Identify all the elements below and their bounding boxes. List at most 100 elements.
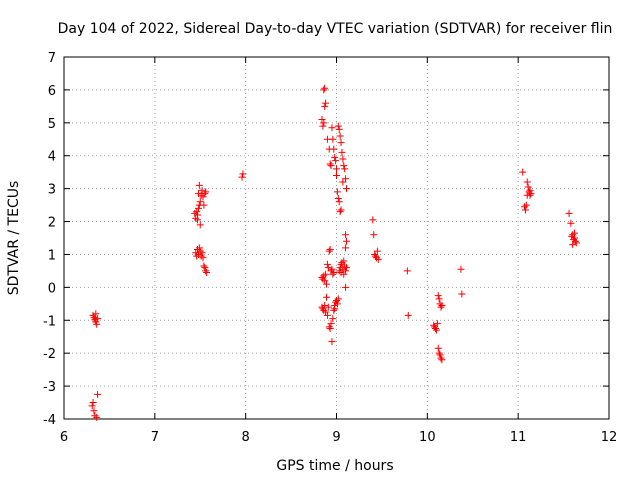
data-point bbox=[320, 86, 328, 94]
data-point bbox=[432, 326, 440, 334]
data-point bbox=[332, 157, 340, 165]
grid bbox=[64, 57, 609, 419]
data-point bbox=[194, 204, 202, 212]
data-point bbox=[203, 269, 211, 277]
data-point bbox=[374, 255, 382, 263]
data-point bbox=[196, 221, 204, 229]
data-point bbox=[565, 209, 573, 217]
y-tick-label: 5 bbox=[48, 117, 56, 132]
data-point bbox=[337, 139, 345, 147]
y-tick-label: 3 bbox=[48, 183, 56, 198]
data-point bbox=[435, 349, 443, 357]
data-point bbox=[321, 277, 329, 285]
data-point bbox=[200, 201, 208, 209]
data-point bbox=[194, 216, 202, 224]
data-point bbox=[323, 293, 331, 301]
data-point bbox=[198, 249, 206, 257]
data-point bbox=[524, 183, 532, 191]
data-point bbox=[430, 321, 438, 329]
data-point bbox=[458, 290, 466, 298]
data-point bbox=[341, 165, 349, 173]
data-point bbox=[200, 262, 208, 270]
chart-title: Day 104 of 2022, Sidereal Day-to-day VTE… bbox=[58, 21, 613, 37]
data-point bbox=[195, 181, 203, 189]
data-point bbox=[327, 320, 335, 328]
data-point bbox=[404, 311, 412, 319]
data-point bbox=[318, 116, 326, 124]
data-point bbox=[329, 315, 337, 323]
x-tick-label: 8 bbox=[242, 430, 250, 445]
data-point bbox=[321, 84, 329, 92]
data-point bbox=[326, 160, 334, 168]
data-point bbox=[369, 216, 377, 224]
data-point bbox=[438, 301, 446, 309]
data-point bbox=[88, 402, 96, 410]
data-point bbox=[342, 231, 350, 239]
data-point bbox=[324, 303, 332, 311]
y-tick-label: 4 bbox=[48, 150, 56, 165]
data-point bbox=[434, 344, 442, 352]
data-point bbox=[328, 265, 336, 273]
data-point bbox=[338, 148, 346, 156]
data-point bbox=[340, 162, 348, 170]
data-point bbox=[335, 267, 343, 275]
data-point bbox=[436, 300, 444, 308]
data-point bbox=[94, 390, 102, 398]
data-point bbox=[330, 145, 338, 153]
data-point bbox=[196, 247, 204, 255]
y-tick-label: -4 bbox=[43, 413, 56, 428]
data-point bbox=[196, 198, 204, 206]
data-point bbox=[238, 173, 246, 181]
data-point bbox=[319, 122, 327, 130]
x-tick-label: 10 bbox=[419, 430, 436, 445]
data-point bbox=[339, 178, 347, 186]
data-point bbox=[522, 201, 530, 209]
data-point bbox=[342, 244, 350, 252]
data-point bbox=[336, 208, 344, 216]
data-point bbox=[92, 310, 100, 318]
data-point bbox=[197, 191, 205, 199]
data-point bbox=[330, 306, 338, 314]
data-point bbox=[202, 188, 210, 196]
data-point bbox=[331, 153, 339, 161]
data-point bbox=[457, 265, 465, 273]
data-point bbox=[323, 311, 331, 319]
data-point bbox=[321, 301, 329, 309]
data-point bbox=[335, 125, 343, 133]
data-point bbox=[328, 124, 336, 132]
x-tick-label: 9 bbox=[332, 430, 340, 445]
data-point bbox=[331, 305, 339, 313]
data-point bbox=[333, 165, 340, 173]
data-point bbox=[325, 247, 333, 255]
data-point bbox=[569, 231, 577, 239]
data-point bbox=[433, 320, 441, 328]
data-point bbox=[192, 214, 200, 222]
data-point bbox=[195, 244, 203, 252]
x-tick-label: 7 bbox=[151, 430, 159, 445]
x-axis-label: GPS time / hours bbox=[276, 458, 393, 474]
data-point bbox=[93, 320, 101, 328]
data-point bbox=[373, 247, 381, 255]
data-point bbox=[325, 323, 333, 331]
data-point bbox=[337, 206, 345, 214]
data-point bbox=[521, 206, 529, 214]
data-point bbox=[340, 257, 348, 265]
data-point bbox=[202, 267, 210, 275]
data-point bbox=[435, 295, 443, 303]
data-point bbox=[90, 407, 98, 415]
data-point bbox=[333, 297, 340, 305]
data-point bbox=[327, 162, 335, 170]
y-tick-label: 6 bbox=[48, 84, 56, 99]
data-point bbox=[320, 306, 328, 314]
y-tick-label: 1 bbox=[48, 248, 56, 263]
data-point bbox=[342, 283, 350, 291]
data-point bbox=[89, 399, 97, 407]
data-point bbox=[340, 270, 348, 278]
data-point bbox=[437, 354, 445, 362]
data-point bbox=[199, 254, 207, 262]
data-point bbox=[342, 237, 350, 245]
data-point bbox=[526, 191, 534, 199]
data-point bbox=[330, 269, 338, 277]
